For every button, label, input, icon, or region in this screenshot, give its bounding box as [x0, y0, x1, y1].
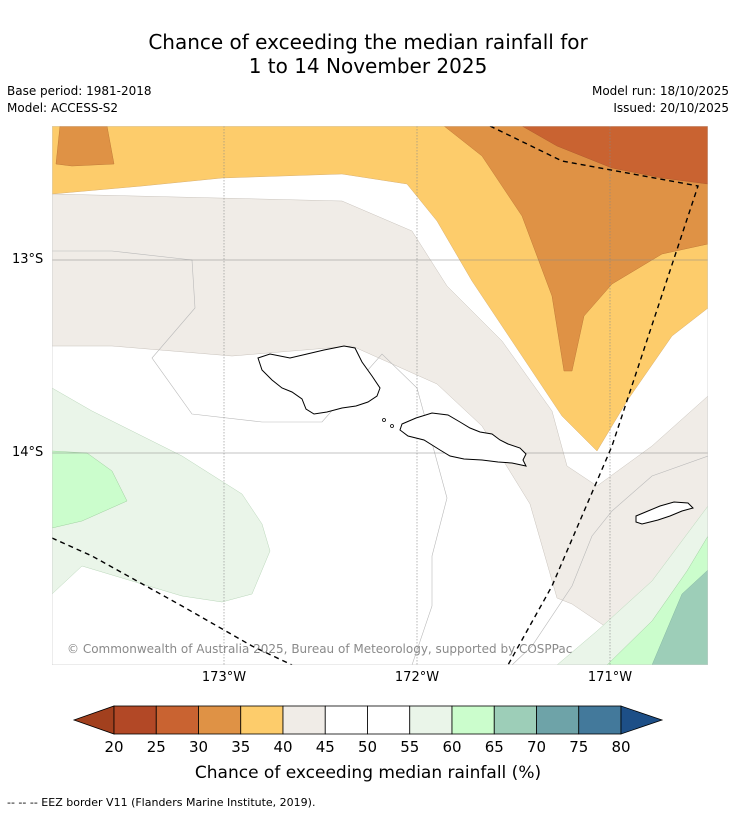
base-period: Base period: 1981-2018 [7, 84, 152, 98]
footnote-eez: -- -- -- EEZ border V11 (Flanders Marine… [7, 796, 316, 809]
colorbar-bin-45-50 [324, 705, 368, 735]
island-tutuila [635, 501, 694, 525]
colorbar-bin-40-45 [282, 705, 326, 735]
colorbar-tick-45: 45 [316, 738, 335, 756]
colorbar-bin-20-25 [113, 705, 157, 735]
contour-65-70-se [651, 569, 708, 665]
colorbar-bin-55-60 [409, 705, 453, 735]
map-panel[interactable]: © Commonwealth of Australia 2025, Bureau… [52, 126, 708, 665]
colorbar-label: Chance of exceeding median rainfall (%) [195, 763, 541, 783]
contour-line-50-b [511, 455, 708, 665]
lon-label-171w: 171°W [587, 670, 633, 685]
contour-30-35 [443, 126, 708, 372]
contour-55-60-west [52, 387, 271, 603]
island-savaii [257, 345, 381, 415]
island-manono [382, 418, 386, 422]
map-title: Chance of exceeding the median rainfall … [0, 30, 736, 78]
colorbar-bin-35-40 [240, 705, 284, 735]
contour-25-30 [521, 126, 708, 185]
colorbar-bin-60-65 [451, 705, 495, 735]
eez-border [489, 126, 699, 665]
island-apolima [390, 424, 394, 428]
meta-right: Model run: 18/10/2025 Issued: 20/10/2025 [592, 83, 729, 117]
lat-label-14s: 14°S [12, 445, 44, 460]
meta-left: Base period: 1981-2018 Model: ACCESS-S2 [7, 83, 152, 117]
island-upolu [399, 412, 527, 467]
colorbar-tick-30: 30 [189, 738, 208, 756]
contour-30-35-west [55, 126, 115, 167]
colorbar-tick-65: 65 [485, 738, 504, 756]
colorbar-bin-25-30 [155, 705, 199, 735]
colorbar-tick-60: 60 [442, 738, 461, 756]
lon-label-172w: 172°W [394, 670, 440, 685]
colorbar-tick-50: 50 [358, 738, 377, 756]
copyright-note: © Commonwealth of Australia 2025, Bureau… [67, 642, 572, 656]
colorbar-extend-high [620, 705, 664, 735]
model-run: Model run: 18/10/2025 [591, 84, 729, 98]
colorbar-tick-70: 70 [527, 738, 546, 756]
colorbar-bin-30-35 [198, 705, 242, 735]
title-line-1: Chance of exceeding the median rainfall … [148, 30, 588, 54]
colorbar-tick-20: 20 [104, 738, 123, 756]
title-line-2: 1 to 14 November 2025 [248, 54, 488, 78]
colorbar-bin-65-70 [493, 705, 537, 735]
colorbar-bin-70-75 [536, 705, 580, 735]
colorbar-tick-40: 40 [273, 738, 292, 756]
colorbar-bin-75-80 [578, 705, 622, 735]
model-name: Model: ACCESS-S2 [7, 101, 119, 115]
lon-label-173w: 173°W [201, 670, 247, 685]
colorbar-tick-75: 75 [569, 738, 588, 756]
lat-label-13s: 13°S [12, 252, 44, 267]
contour-40-45-north [52, 193, 708, 665]
colorbar-bin-50-55 [367, 705, 411, 735]
colorbar-tick-25: 25 [147, 738, 166, 756]
colorbar-tick-80: 80 [611, 738, 630, 756]
colorbar: 20 25 30 35 40 45 50 55 60 65 70 75 80 Chance of exc… [72, 705, 664, 783]
issued-date: Issued: 20/10/2025 [613, 101, 729, 115]
colorbar-tick-35: 35 [231, 738, 250, 756]
graticule [52, 126, 708, 665]
colorbar-extend-low [72, 705, 115, 735]
colorbar-tick-55: 55 [400, 738, 419, 756]
contour-line-50 [52, 250, 448, 665]
eez-border-southwest [52, 537, 293, 665]
